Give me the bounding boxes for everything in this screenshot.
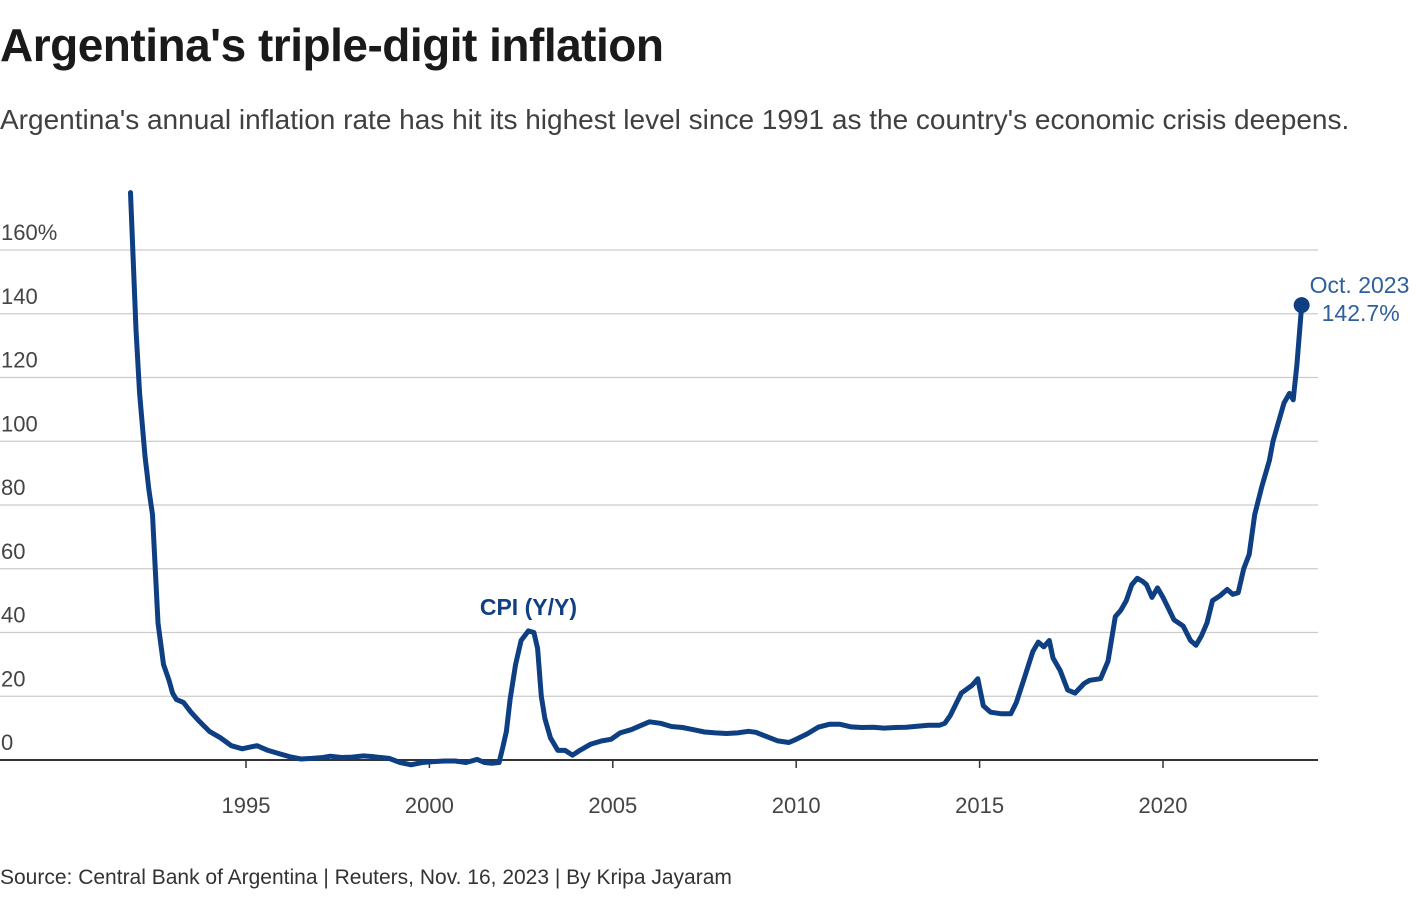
annotation-date: Oct. 2023 (1310, 272, 1410, 298)
y-tick-label: 160% (1, 220, 57, 245)
chart-subtitle: Argentina's annual inflation rate has hi… (0, 104, 1350, 135)
x-tick-label: 2010 (772, 793, 821, 818)
y-tick-label: 60 (1, 539, 25, 564)
x-tick-label: 2020 (1139, 793, 1188, 818)
y-tick-label: 80 (1, 475, 25, 500)
x-tick-label: 1995 (222, 793, 271, 818)
x-tick-label: 2000 (405, 793, 454, 818)
chart-title: Argentina's triple-digit inflation (0, 19, 664, 71)
source-credit: Source: Central Bank of Argentina | Reut… (0, 866, 732, 889)
annotation-value: 142.7% (1322, 300, 1400, 326)
cpi-series-line (128, 190, 1305, 768)
latest-value-marker (1293, 297, 1310, 314)
y-tick-label: 20 (1, 666, 25, 691)
y-tick-label: 40 (1, 603, 25, 628)
x-tick-label: 2015 (955, 793, 1004, 818)
y-tick-label: 120 (1, 348, 38, 373)
y-axis-tick-labels: 0 20 40 60 80 100 120 140 160% (1, 220, 57, 755)
x-axis-tick-labels: 1995 2000 2005 2010 2015 2020 (222, 760, 1188, 818)
series-label-cpi: CPI (Y/Y) (480, 594, 577, 620)
y-tick-label: 100 (1, 411, 38, 436)
y-tick-label: 0 (1, 730, 13, 755)
y-tick-label: 140 (1, 284, 38, 309)
x-tick-label: 2005 (588, 793, 637, 818)
gridlines (0, 249, 1318, 761)
